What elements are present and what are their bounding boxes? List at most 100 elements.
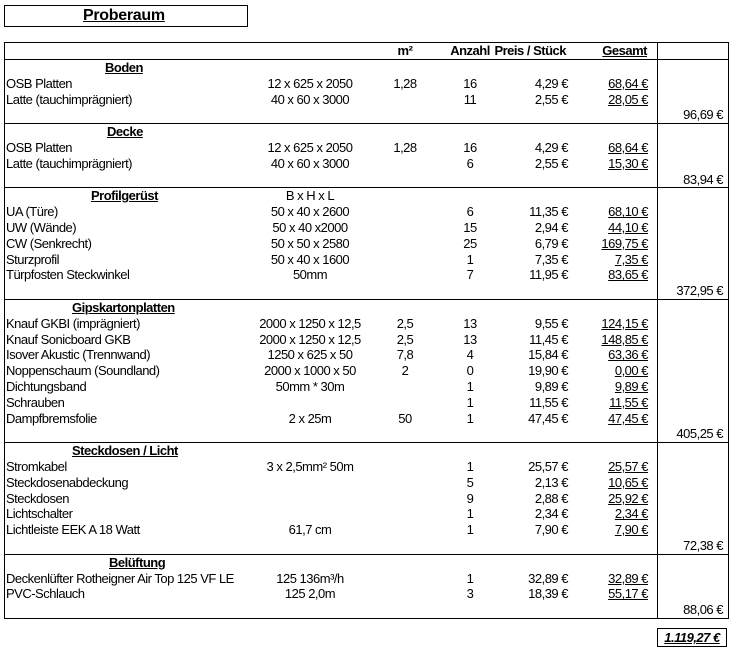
sections: Boden OSB Platten 12 x 625 x 2050 1,28 16 4,2…	[5, 60, 728, 619]
table-row: UW (Wände) 50 x 40 x2000 15 2,94 € 44,10 €	[5, 220, 728, 236]
item-unit-price: 32,89 €	[528, 570, 568, 586]
section-title: Boden	[105, 60, 143, 75]
item-unit-price: 7,90 €	[534, 522, 569, 538]
item-total: 124,15 €	[601, 315, 648, 331]
item-name: Schrauben	[6, 394, 65, 410]
table-row: Stromkabel 3 x 2,5mm² 50m 1 25,57 € 25,57 €	[5, 459, 728, 475]
table-row: Lichtschalter 1 2,34 € 2,34 €	[5, 506, 728, 522]
item-dimensions: 2000 x 1250 x 12,5	[259, 315, 361, 331]
item-name: Knauf GKBI (imprägniert)	[6, 315, 140, 331]
item-total: 83,65 €	[608, 267, 648, 283]
header-total: Gesamt	[602, 43, 647, 58]
item-total: 47,45 €	[608, 410, 648, 426]
item-m2: 7,8	[396, 347, 414, 363]
item-name: Steckdosen	[6, 490, 69, 506]
item-quantity: 11	[463, 91, 477, 107]
item-name: Steckdosenabdeckung	[6, 474, 129, 490]
item-m2: 1,28	[393, 139, 417, 155]
item-total: 68,10 €	[608, 204, 648, 220]
item-unit-price: 2,55 €	[534, 91, 569, 107]
item-quantity: 6	[466, 155, 474, 171]
table-row: Knauf GKBI (imprägniert) 2000 x 1250 x 12…	[5, 316, 728, 332]
subtotal-row: 88,06 €	[5, 602, 728, 618]
item-total: 63,36 €	[608, 347, 648, 363]
item-total: 68,64 €	[608, 75, 648, 91]
table-row: Isover Akustic (Trennwand) 1250 x 625 x 5…	[5, 347, 728, 363]
item-unit-price: 4,29 €	[534, 75, 569, 91]
item-name: Knauf Sonicboard GKB	[6, 331, 131, 347]
table-row: Lichtleiste EEK A 18 Watt 61,7 cm 1 7,90 € 7…	[5, 522, 728, 538]
item-unit-price: 11,45 €	[529, 331, 568, 347]
item-quantity: 4	[466, 347, 474, 363]
item-dimensions: 50 x 40 x2000	[272, 219, 348, 235]
item-dimensions: 40 x 60 x 3000	[270, 91, 350, 107]
item-m2: 50	[398, 410, 412, 426]
item-unit-price: 2,94 €	[534, 219, 569, 235]
item-dimensions: 125 136m³/h	[276, 570, 344, 586]
item-dimensions: 12 x 625 x 2050	[267, 75, 353, 91]
section-subtotal: 96,69 €	[683, 107, 723, 123]
item-unit-price: 6,79 €	[534, 235, 569, 251]
section-subtotal: 372,95 €	[676, 283, 723, 299]
header-m2: m²	[397, 43, 413, 58]
item-quantity: 25	[463, 235, 477, 251]
item-total: 9,89 €	[614, 378, 649, 394]
item-total: 169,75 €	[601, 235, 648, 251]
item-dimensions: 12 x 625 x 2050	[267, 139, 353, 155]
section-title: Gipskartonplatten	[72, 299, 175, 315]
section-title: Steckdosen / Licht	[72, 443, 178, 459]
table-row: Latte (tauchimprägniert) 40 x 60 x 3000 6 2…	[5, 156, 728, 172]
item-total: 68,64 €	[608, 139, 648, 155]
item-name: Dichtungsband	[6, 378, 87, 394]
item-dimensions: 50 x 40 x 1600	[270, 251, 350, 267]
section-subtotal: 83,94 €	[683, 171, 723, 187]
item-name: Isover Akustic (Trennwand)	[6, 347, 151, 363]
item-m2: 2,5	[396, 315, 414, 331]
item-quantity: 9	[466, 490, 474, 506]
section-title-row: Boden	[5, 60, 728, 76]
item-total: 10,65 €	[608, 474, 648, 490]
item-total: 55,17 €	[608, 586, 648, 602]
item-name: Deckenlüfter Rotheigner Air Top 125 VF L…	[6, 570, 234, 586]
item-unit-price: 18,39 €	[528, 586, 568, 602]
item-name: CW (Senkrecht)	[6, 235, 92, 251]
item-unit-price: 19,90 €	[528, 363, 568, 379]
item-name: Latte (tauchimprägniert)	[6, 155, 133, 171]
item-name: Dampfbremsfolie	[6, 410, 97, 426]
subtotal-row: 96,69 €	[5, 107, 728, 123]
item-total: 28,05 €	[608, 91, 648, 107]
section-title: Decke	[107, 124, 143, 140]
section-title-row: Gipskartonplatten	[5, 300, 728, 316]
item-name: Sturzprofil	[6, 251, 60, 267]
item-name: Stromkabel	[6, 458, 67, 474]
item-quantity: 6	[466, 204, 474, 220]
cost-table: m² Anzahl Preis / Stück Gesamt Boden OSB …	[4, 42, 729, 619]
section-subtotal: 72,38 €	[683, 537, 723, 553]
item-unit-price: 11,95 €	[529, 267, 568, 283]
section-title-row: Belüftung	[5, 555, 728, 571]
subtotal-row: 83,94 €	[5, 172, 728, 188]
item-unit-price: 15,84 €	[528, 347, 568, 363]
title-box: Proberaum	[4, 5, 248, 27]
section-belüftung: Belüftung Deckenlüfter Rotheigner Air Top…	[5, 555, 728, 619]
item-total: 44,10 €	[608, 219, 648, 235]
table-row: Schrauben 1 11,55 € 11,55 €	[5, 395, 728, 411]
item-dimensions: 2 x 25m	[288, 410, 332, 426]
item-total: 25,57 €	[608, 458, 648, 474]
section-decke: Decke OSB Platten 12 x 625 x 2050 1,28 16 4,2…	[5, 124, 728, 189]
subtotal-row: 372,95 €	[5, 283, 728, 299]
item-quantity: 1	[466, 378, 474, 394]
item-unit-price: 11,35 €	[529, 204, 568, 220]
item-total: 7,90 €	[614, 522, 649, 538]
section-title-row: Decke	[5, 124, 728, 140]
item-unit-price: 2,34 €	[534, 506, 569, 522]
item-unit-price: 11,55 €	[529, 394, 568, 410]
table-row: Noppenschaum (Soundland) 2000 x 1000 x 50…	[5, 363, 728, 379]
item-dimensions: 61,7 cm	[288, 522, 332, 538]
table-row: OSB Platten 12 x 625 x 2050 1,28 16 4,29 € 68…	[5, 76, 728, 92]
item-dimensions: 50 x 50 x 2580	[270, 235, 350, 251]
item-dimensions: 2000 x 1000 x 50	[264, 363, 356, 379]
table-row: UA (Türe) 50 x 40 x 2600 6 11,35 € 68,10 €	[5, 204, 728, 220]
item-quantity: 3	[466, 586, 474, 602]
item-name: UA (Türe)	[6, 204, 58, 220]
